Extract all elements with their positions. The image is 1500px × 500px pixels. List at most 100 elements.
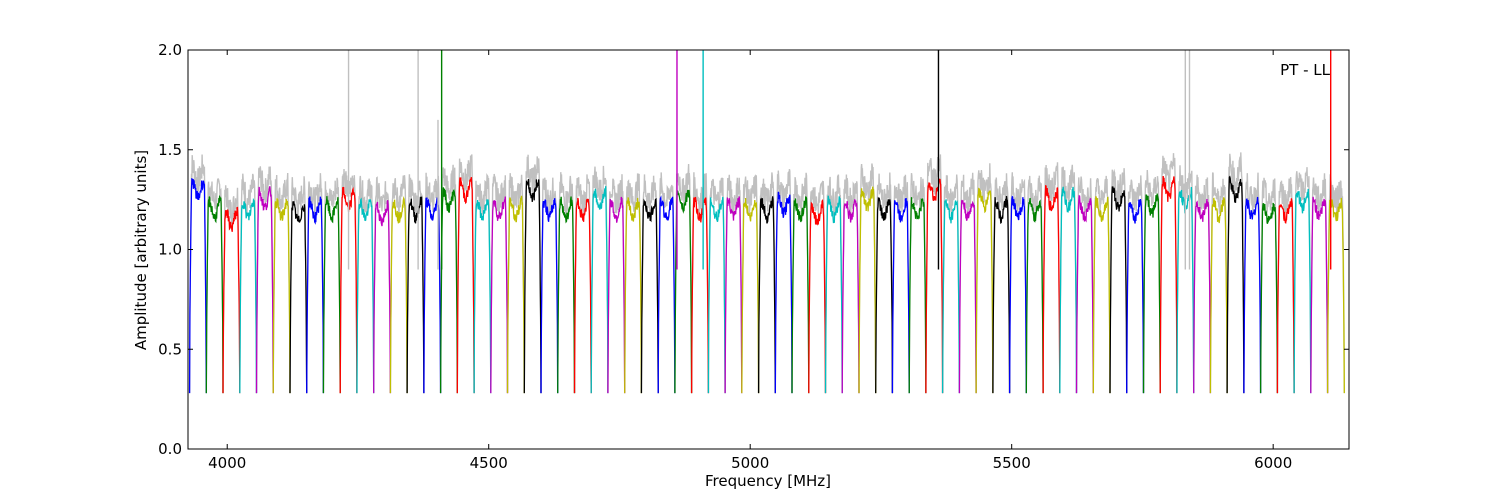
background-trace: [808, 180, 827, 394]
subband-trace: [1276, 198, 1295, 394]
subband-trace: [188, 178, 207, 394]
subband-trace: [724, 196, 743, 394]
background-trace: [1092, 175, 1111, 394]
subband-trace: [1126, 198, 1145, 394]
background-trace: [205, 177, 224, 394]
series-layer: [188, 50, 1346, 394]
y-axis-ticks: 0.0 0.5 1.0 1.5 2.0: [158, 41, 1349, 458]
background-trace: [724, 174, 743, 394]
subband-trace: [1109, 186, 1128, 394]
background-trace: [406, 174, 425, 394]
subband-trace: [389, 195, 408, 394]
y-tick-label: 2.0: [158, 41, 182, 59]
background-trace: [1259, 177, 1279, 394]
subband-trace: [1059, 186, 1078, 394]
subband-trace: [272, 198, 291, 394]
background-trace: [590, 165, 609, 394]
background-trace: [674, 163, 693, 394]
subband-trace: [1008, 195, 1027, 394]
subband-trace: [841, 199, 860, 394]
background-trace: [255, 166, 274, 394]
subband-trace: [289, 200, 308, 394]
background-trace: [473, 172, 492, 394]
background-trace: [573, 174, 592, 394]
background-trace: [188, 154, 207, 394]
subband-trace: [757, 196, 776, 394]
subband-trace: [891, 197, 910, 394]
subband-trace: [255, 186, 274, 394]
y-tick-label: 0.0: [158, 440, 182, 458]
background-trace: [941, 174, 961, 394]
subband-trace: [858, 186, 877, 394]
subband-trace: [306, 196, 325, 394]
subband-trace: [824, 195, 843, 394]
background-trace: [1142, 169, 1161, 394]
subband-trace: [540, 198, 559, 394]
subband-trace: [791, 196, 810, 394]
subband-trace: [1259, 202, 1279, 394]
subband-trace: [657, 195, 676, 394]
subband-trace: [674, 189, 693, 394]
y-tick-label: 1.0: [158, 241, 182, 259]
background-trace: [1276, 176, 1295, 394]
subband-trace: [690, 196, 710, 394]
background-trace: [456, 154, 475, 394]
subband-trace: [958, 199, 977, 394]
subband-trace: [1075, 194, 1094, 394]
subband-trace: [456, 176, 475, 394]
background-trace: [858, 163, 877, 394]
background-trace: [222, 185, 241, 394]
background-trace: [1226, 152, 1245, 394]
subband-trace: [1293, 188, 1312, 394]
background-trace: [707, 177, 726, 394]
x-axis-label: Frequency [MHz]: [705, 472, 831, 490]
subband-trace: [490, 196, 509, 394]
subband-trace: [908, 197, 927, 394]
subband-trace: [205, 194, 224, 394]
background-trace: [1192, 174, 1212, 394]
subband-trace: [506, 195, 525, 394]
subband-trace: [1209, 197, 1228, 394]
subband-trace: [925, 178, 944, 394]
background-trace: [239, 173, 258, 394]
background-trace: [908, 173, 927, 394]
background-trace: [1159, 153, 1178, 394]
subband-trace: [322, 196, 341, 394]
background-trace: [624, 173, 643, 394]
subband-trace: [992, 195, 1011, 394]
subband-trace: [1092, 196, 1111, 394]
subband-trace: [523, 179, 542, 394]
background-trace: [322, 177, 341, 394]
background-trace: [1075, 176, 1095, 394]
background-trace: [1310, 173, 1329, 394]
subband-trace: [808, 198, 827, 394]
background-trace: [272, 172, 291, 394]
y-tick-label: 1.5: [158, 141, 182, 159]
background-trace: [1042, 162, 1061, 394]
subband-trace: [1310, 196, 1329, 394]
subband-trace: [640, 197, 659, 394]
subband-trace: [439, 187, 458, 394]
x-axis-ticks: 4000 4500 5000 5500 6000: [208, 50, 1292, 472]
background-trace: [875, 172, 894, 394]
background-trace: [1008, 172, 1028, 394]
subband-trace: [1243, 196, 1262, 394]
background-trace: [1243, 172, 1262, 394]
background-trace: [1125, 175, 1145, 394]
subband-trace: [1159, 175, 1178, 394]
subband-trace: [356, 197, 375, 394]
subband-trace: [941, 199, 961, 394]
subband-trace: [741, 197, 760, 394]
subband-trace: [239, 197, 258, 394]
subband-trace: [373, 199, 392, 394]
subband-trace: [1226, 175, 1245, 394]
subband-trace: [774, 191, 793, 394]
x-tick-label: 5500: [993, 454, 1031, 472]
background-trace: [356, 175, 375, 394]
background-trace: [506, 173, 525, 394]
subband-trace: [590, 186, 609, 394]
panel-annotation: PT - LL: [1280, 61, 1331, 79]
background-trace: [523, 154, 542, 394]
